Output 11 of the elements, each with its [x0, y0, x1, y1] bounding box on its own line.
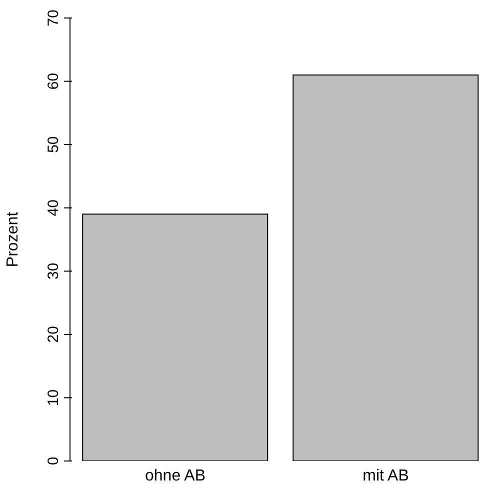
y-tick-label: 40 [45, 200, 62, 216]
y-tick-label: 20 [45, 326, 62, 343]
y-tick-label: 0 [45, 456, 62, 466]
y-axis-title: Prozent [4, 211, 22, 268]
y-tick-label: 50 [45, 136, 62, 153]
y-tick-label: 70 [45, 10, 62, 26]
x-tick-label: mit AB [362, 467, 409, 484]
y-tick-label: 10 [45, 389, 62, 406]
y-tick-label: 60 [45, 72, 62, 90]
x-tick-label: ohne AB [145, 467, 206, 484]
y-tick-label: 30 [45, 262, 62, 280]
